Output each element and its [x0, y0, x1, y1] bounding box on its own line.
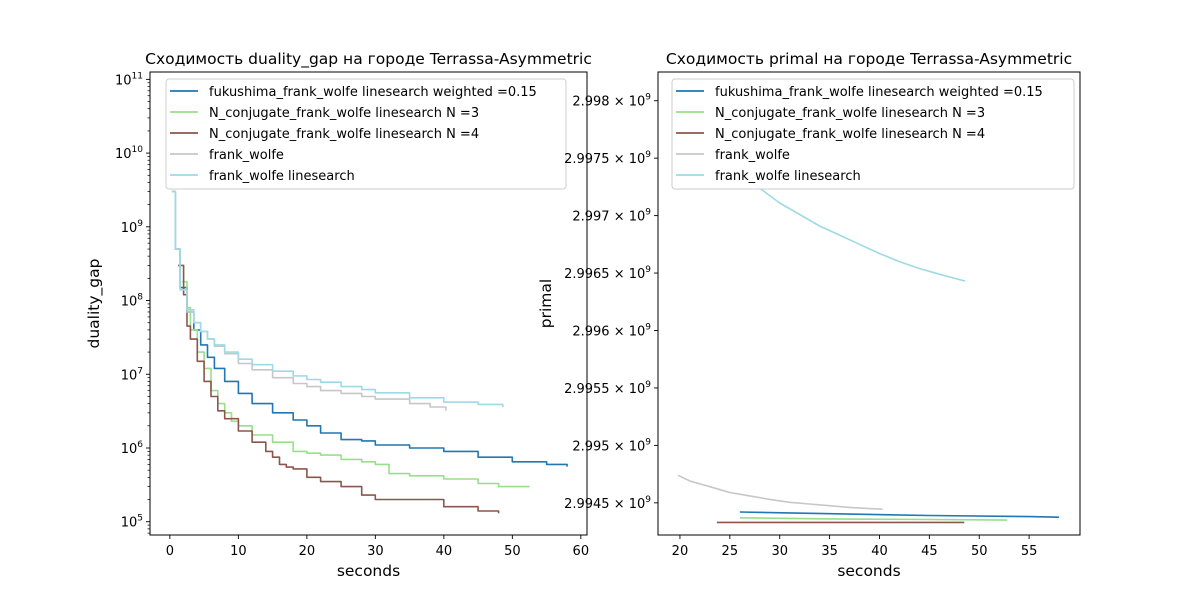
series-line-3 [171, 190, 447, 411]
x-tick-label: 50 [971, 544, 988, 559]
y-tick-base: 10 [121, 295, 138, 310]
x-tick-label: 0 [166, 544, 174, 559]
y-tick-base: 2.996 × 10 [572, 324, 645, 339]
y-tick-label: 1010 [115, 145, 143, 162]
y-tick-exponent: 9 [645, 265, 651, 275]
x-tick-label: 60 [573, 544, 590, 559]
y-tick-exponent: 9 [645, 93, 651, 103]
legend-label: N_conjugate_frank_wolfe linesearch N =3 [209, 106, 479, 121]
y-tick-label: 2.997 × 109 [572, 208, 651, 225]
legend-label: fukushima_frank_wolfe linesearch weighte… [209, 85, 537, 100]
y-tick-label: 2.9945 × 109 [564, 495, 651, 512]
y-tick-exponent: 5 [137, 514, 143, 524]
y-tick-label: 1011 [115, 71, 143, 88]
series-group [171, 190, 568, 514]
legend-label: frank_wolfe [715, 148, 790, 163]
legend-label: frank_wolfe linesearch [209, 169, 355, 184]
y-axis-label: duality_gap [85, 259, 104, 349]
series-line-0 [739, 511, 1060, 518]
y-tick-label: 2.995 × 109 [572, 437, 651, 454]
x-tick-label: 45 [921, 544, 938, 559]
y-tick-base: 10 [115, 73, 132, 88]
y-tick-base: 10 [121, 516, 138, 531]
x-tick-label: 55 [1021, 544, 1038, 559]
x-axis-label: seconds [337, 562, 400, 580]
y-tick-label: 108 [121, 293, 144, 310]
y-tick-exponent: 6 [137, 440, 143, 450]
x-tick-label: 40 [436, 544, 453, 559]
y-tick-exponent: 9 [645, 380, 651, 390]
x-tick-label: 10 [230, 544, 247, 559]
x-tick-label: 20 [672, 544, 689, 559]
legend-label: N_conjugate_frank_wolfe linesearch N =3 [715, 106, 985, 121]
y-tick-exponent: 7 [137, 366, 143, 376]
y-tick-label: 2.998 × 109 [572, 93, 651, 110]
y-tick-exponent: 9 [645, 322, 651, 332]
x-tick-label: 20 [299, 544, 316, 559]
series-line-0 [171, 190, 568, 467]
y-tick-exponent: 9 [645, 495, 651, 505]
x-tick-label: 30 [771, 544, 788, 559]
series-line-3 [677, 474, 883, 510]
x-tick-label: 30 [367, 544, 384, 559]
series-line-2 [178, 264, 500, 514]
y-tick-label: 106 [121, 440, 144, 457]
legend-label: fukushima_frank_wolfe linesearch weighte… [715, 85, 1043, 100]
chart-title: Сходимость duality_gap на городе Terrass… [145, 50, 592, 69]
series-line-1 [739, 517, 1008, 521]
duality-gap-chart: Сходимость duality_gap на городе Terrass… [85, 50, 592, 580]
y-tick-base: 2.9945 × 10 [564, 497, 645, 512]
y-tick-exponent: 8 [137, 293, 143, 303]
y-tick-label: 2.996 × 109 [572, 322, 651, 339]
y-tick-base: 2.995 × 10 [572, 439, 645, 454]
y-tick-base: 2.9975 × 10 [564, 152, 645, 167]
legend-box [165, 78, 567, 190]
y-tick-base: 10 [121, 442, 138, 457]
y-tick-exponent: 10 [132, 145, 144, 155]
series-group [677, 183, 1060, 524]
y-tick-base: 10 [121, 368, 138, 383]
legend-label: N_conjugate_frank_wolfe linesearch N =4 [715, 127, 985, 142]
legend-label: frank_wolfe [209, 148, 284, 163]
y-tick-label: 2.9965 × 109 [564, 265, 651, 282]
y-tick-base: 10 [115, 147, 132, 162]
x-axis-label: seconds [837, 562, 900, 580]
x-tick-label: 50 [504, 544, 521, 559]
legend-box [671, 78, 1075, 190]
y-tick-exponent: 9 [645, 150, 651, 160]
y-axis-label: primal [537, 279, 555, 328]
chart-title: Сходимость primal на городе Terrassa-Asy… [666, 50, 1072, 68]
plot-frame [149, 71, 588, 536]
plot-frame [657, 71, 1081, 536]
x-tick-label: 25 [722, 544, 739, 559]
x-tick-label: 40 [871, 544, 888, 559]
series-line-4 [754, 183, 966, 282]
y-tick-label: 107 [121, 366, 143, 383]
legend-label: frank_wolfe linesearch [715, 169, 861, 184]
series-line-4 [171, 190, 504, 407]
x-tick-label: 35 [821, 544, 838, 559]
y-tick-exponent: 11 [132, 71, 143, 81]
y-tick-base: 2.997 × 10 [572, 210, 645, 225]
y-tick-label: 109 [121, 219, 144, 236]
y-tick-base: 10 [121, 221, 138, 236]
y-tick-exponent: 9 [645, 208, 651, 218]
y-tick-base: 2.9965 × 10 [564, 267, 645, 282]
y-tick-label: 2.9975 × 109 [564, 150, 651, 167]
y-tick-base: 2.998 × 10 [572, 95, 645, 110]
y-tick-exponent: 9 [137, 219, 143, 229]
y-tick-label: 2.9955 × 109 [564, 380, 651, 397]
legend-label: N_conjugate_frank_wolfe linesearch N =4 [209, 127, 479, 142]
y-tick-base: 2.9955 × 10 [564, 382, 645, 397]
primal-chart: Сходимость primal на городе Terrassa-Asy… [537, 50, 1081, 580]
y-tick-label: 105 [121, 514, 143, 531]
y-tick-exponent: 9 [645, 437, 651, 447]
